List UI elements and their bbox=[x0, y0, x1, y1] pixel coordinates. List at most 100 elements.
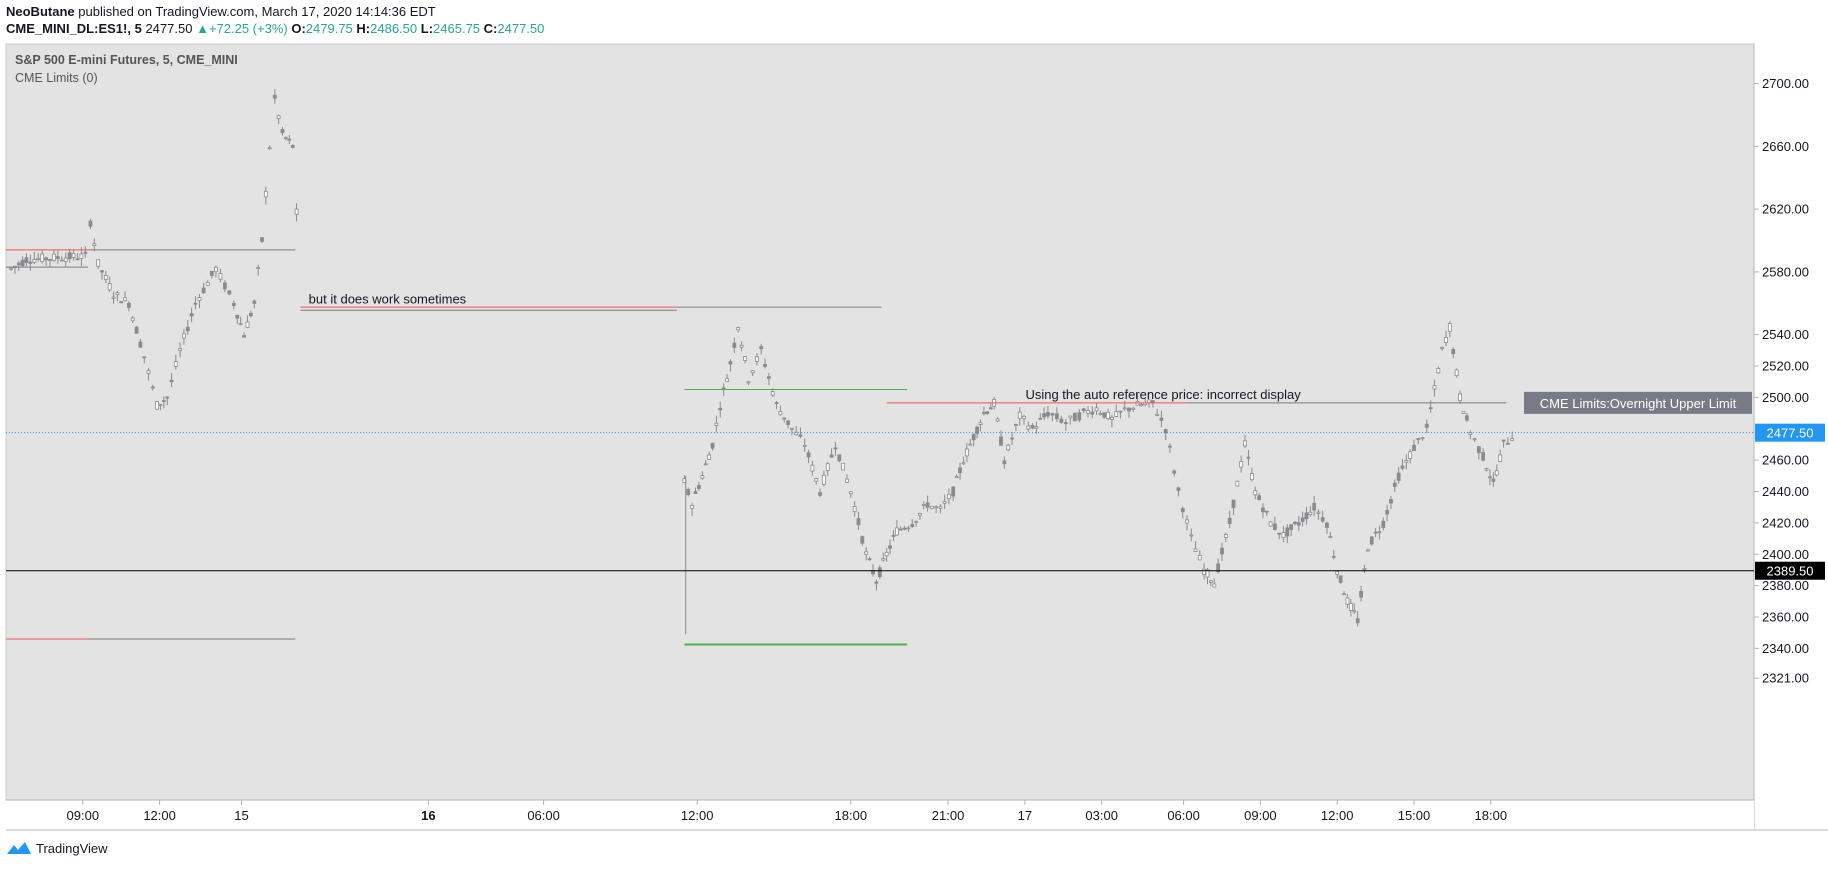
time-axis[interactable] bbox=[6, 800, 1754, 830]
candle bbox=[1392, 479, 1397, 493]
candle-body bbox=[67, 252, 72, 260]
candle bbox=[1476, 446, 1481, 460]
candle bbox=[1176, 486, 1181, 497]
candle bbox=[63, 252, 68, 267]
price-axis-ticks: 2700.00 2660.00 2620.00 2580.00 2540.00 2520.… bbox=[1754, 76, 1809, 686]
candle-body bbox=[710, 442, 715, 449]
candle bbox=[746, 380, 751, 386]
candle-body bbox=[867, 558, 872, 561]
candle-body bbox=[697, 485, 701, 489]
candle bbox=[914, 520, 918, 527]
candle bbox=[245, 315, 250, 329]
candle bbox=[1304, 506, 1309, 525]
indicator-label-text: CME Limits:Overnight Upper Limit bbox=[1540, 396, 1737, 411]
candle-body bbox=[146, 370, 151, 374]
candle-body bbox=[1081, 408, 1086, 412]
candle-body bbox=[185, 326, 190, 332]
candle-body bbox=[975, 426, 979, 434]
candle bbox=[1312, 496, 1317, 517]
price-axis[interactable] bbox=[1754, 44, 1828, 800]
candle-body bbox=[1335, 571, 1340, 575]
candle-body bbox=[1304, 512, 1309, 520]
candle-body bbox=[1289, 524, 1294, 530]
time-tick-label: 09:00 bbox=[1244, 808, 1277, 823]
candle-body bbox=[968, 443, 973, 446]
candle-body bbox=[894, 527, 899, 536]
candle bbox=[825, 461, 830, 477]
candle bbox=[703, 459, 708, 466]
candle bbox=[1168, 443, 1172, 453]
candle bbox=[189, 307, 194, 323]
candle bbox=[67, 249, 72, 263]
candle-body bbox=[1176, 487, 1181, 491]
candle bbox=[947, 488, 951, 505]
candle bbox=[1444, 330, 1448, 346]
candle bbox=[9, 267, 14, 271]
candle bbox=[1002, 456, 1007, 469]
candle-body bbox=[1122, 407, 1127, 410]
candle-body bbox=[107, 283, 112, 291]
candle-body bbox=[746, 381, 751, 384]
candle bbox=[968, 438, 973, 446]
last-price: 2477.50 bbox=[145, 21, 193, 36]
chart-annotation-text[interactable]: but it does work sometimes bbox=[309, 291, 467, 306]
candle-body bbox=[739, 344, 744, 348]
price-tick-label: 2520.00 bbox=[1762, 359, 1809, 374]
candle-body bbox=[1127, 407, 1131, 412]
candle-body bbox=[1030, 424, 1035, 429]
candle bbox=[1068, 415, 1073, 425]
candle-body bbox=[1501, 439, 1506, 442]
candle bbox=[884, 547, 889, 563]
author-name[interactable]: NeoButane bbox=[6, 4, 75, 19]
legend-title[interactable]: S&P 500 E-mini Futures, 5, CME_MINI bbox=[15, 53, 238, 67]
candle bbox=[1338, 575, 1343, 584]
candle bbox=[898, 526, 903, 531]
candle-body bbox=[123, 297, 127, 301]
candle-body bbox=[1189, 534, 1194, 537]
candle bbox=[1159, 410, 1164, 428]
candle bbox=[96, 259, 101, 270]
candle-body bbox=[182, 333, 186, 339]
candle-body bbox=[1034, 426, 1039, 429]
candle bbox=[193, 296, 198, 310]
price-tick-label: 2340.00 bbox=[1762, 641, 1809, 656]
candle-body bbox=[280, 129, 285, 134]
candle-body bbox=[910, 523, 915, 527]
candle bbox=[766, 373, 771, 386]
candle-body bbox=[714, 422, 719, 426]
candle-body bbox=[189, 313, 194, 317]
last-price-badge bbox=[1755, 423, 1825, 442]
candle bbox=[182, 328, 186, 345]
candle-body bbox=[79, 253, 84, 259]
candle-body bbox=[1216, 563, 1221, 573]
chart-annotation-text[interactable]: Using the auto reference price: incorrec… bbox=[1025, 387, 1301, 402]
time-tick-label: 16 bbox=[421, 808, 435, 823]
candle-body bbox=[1366, 549, 1370, 552]
candle bbox=[1034, 421, 1039, 434]
candle-body bbox=[92, 243, 97, 246]
candle bbox=[750, 369, 755, 377]
candle bbox=[782, 417, 787, 423]
candle bbox=[20, 256, 25, 268]
chart-pane[interactable] bbox=[5, 43, 1755, 801]
candle-body bbox=[1328, 536, 1333, 539]
candle bbox=[24, 253, 29, 267]
candle bbox=[1172, 469, 1177, 477]
candle bbox=[845, 474, 849, 484]
candle bbox=[1494, 464, 1499, 477]
footer-brand[interactable]: TradingView bbox=[36, 840, 108, 856]
candle-body bbox=[1300, 517, 1305, 522]
candle-body bbox=[142, 356, 147, 359]
annotations-layer: but it does work sometimes Using the auto… bbox=[309, 291, 1752, 414]
candle-body bbox=[1197, 555, 1202, 561]
candle bbox=[1328, 531, 1333, 539]
candle-body bbox=[721, 387, 726, 390]
candle-body bbox=[736, 327, 741, 331]
legend-indicator[interactable]: CME Limits (0) bbox=[15, 71, 98, 85]
candle-body bbox=[822, 474, 826, 485]
candle-body bbox=[111, 296, 116, 299]
publish-line: NeoButane published on TradingView.com, … bbox=[6, 3, 544, 20]
candle-body bbox=[1458, 393, 1462, 402]
price-tick-label: 2540.00 bbox=[1762, 327, 1809, 342]
